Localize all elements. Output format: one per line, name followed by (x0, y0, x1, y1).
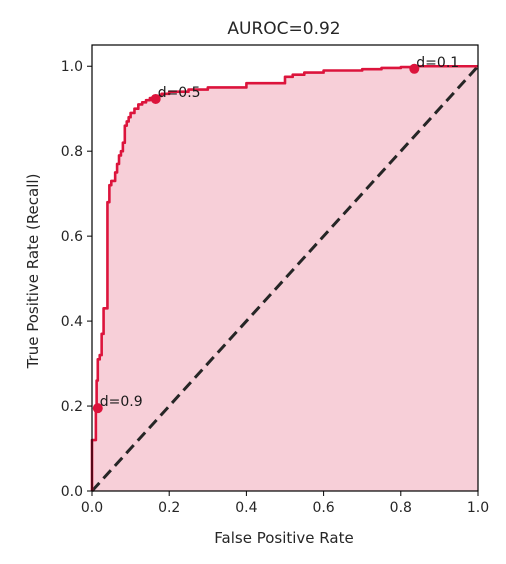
x-tick-label: 0.0 (81, 500, 103, 516)
y-axis-label: True Positive Rate (Recall) (24, 174, 42, 370)
plot-area: d=0.9 d=0.5 d=0.1 (90, 44, 480, 493)
y-tick-label: 0.8 (61, 144, 83, 160)
threshold-marker-3 (409, 63, 420, 74)
x-axis-label: False Positive Rate (214, 529, 353, 547)
x-tick-label: 0.6 (312, 500, 334, 516)
chance-diagonal-line (90, 65, 480, 493)
y-tick-label: 0.0 (61, 484, 83, 500)
threshold-label-2: d=0.5 (158, 85, 201, 101)
x-tick-label: 0.8 (390, 500, 412, 516)
y-tick-label: 0.4 (61, 314, 83, 330)
y-axis-ticks: 0.0 0.2 0.4 0.6 0.8 1.0 (61, 59, 92, 500)
y-tick-label: 0.2 (61, 399, 83, 415)
y-tick-label: 1.0 (61, 59, 83, 75)
x-axis-ticks: 0.0 0.2 0.4 0.6 0.8 1.0 (81, 491, 489, 516)
y-tick-label: 0.6 (61, 229, 83, 245)
threshold-label-3: d=0.1 (416, 55, 459, 71)
threshold-label-1: d=0.9 (100, 394, 143, 410)
x-tick-label: 1.0 (467, 500, 489, 516)
threshold-marker-2 (150, 93, 161, 104)
x-tick-label: 0.2 (158, 500, 180, 516)
threshold-marker-1 (92, 403, 103, 414)
roc-curve-line (90, 64, 478, 491)
chart-title: AUROC=0.92 (227, 19, 340, 39)
axes-frame (91, 44, 479, 492)
threshold-markers: d=0.9 d=0.5 d=0.1 (92, 55, 459, 414)
x-tick-label: 0.4 (235, 500, 257, 516)
